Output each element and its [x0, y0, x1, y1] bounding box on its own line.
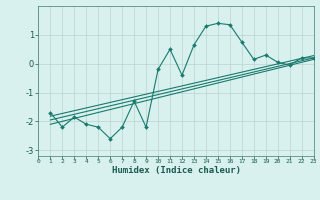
X-axis label: Humidex (Indice chaleur): Humidex (Indice chaleur) — [111, 166, 241, 175]
